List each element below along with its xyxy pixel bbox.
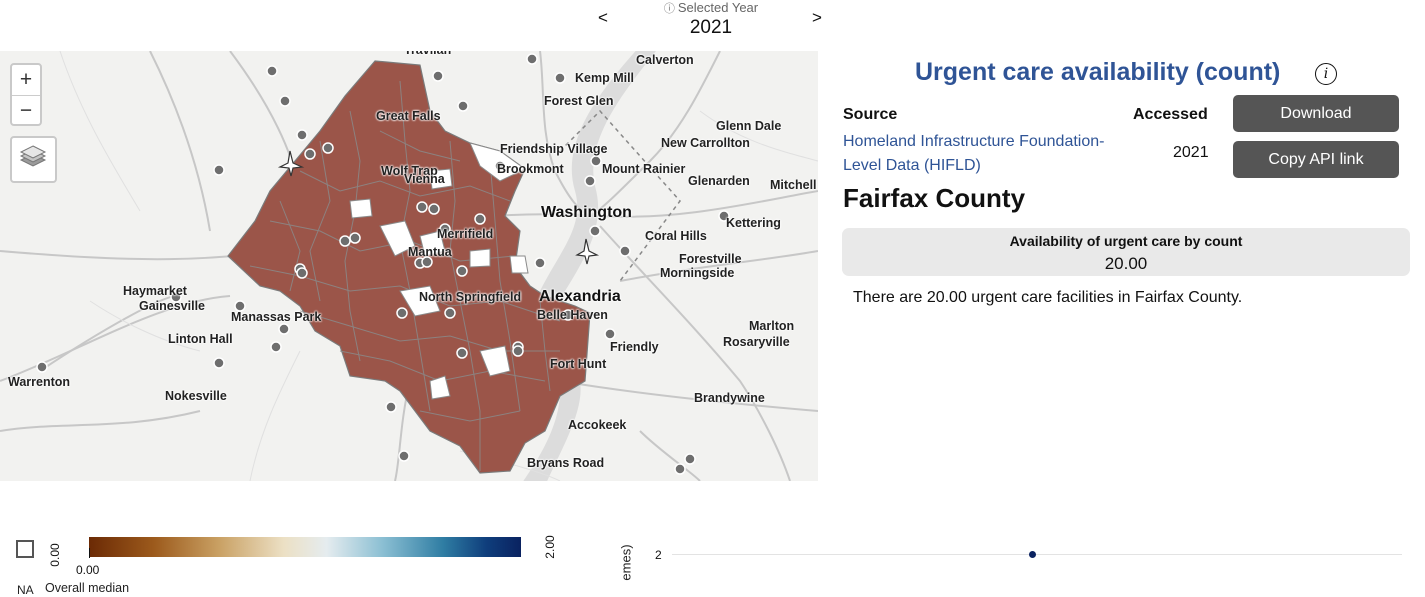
county-name: Fairfax County [843,183,1026,213]
place-label: Glenarden [688,174,750,188]
place-label: Gainesville [139,299,206,313]
summary-text: There are 20.00 urgent care facilities i… [853,289,1243,306]
place-label: Merrifield [437,227,494,241]
map[interactable]: Travilah Calverton Kemp Mill Great Falls… [0,51,818,481]
place-label: Forest Glen [544,94,614,108]
na-label: NA [17,583,34,597]
legend-median-value: 0.00 [76,563,100,577]
zoom-out-button[interactable]: − [19,99,33,122]
place-label: Warrenton [8,375,71,389]
place-label: Glenn Dale [716,119,782,133]
place-label: Travilah [404,51,451,57]
legend-median-label: Overall median [45,581,130,595]
metric-value: 20.00 [1104,254,1148,273]
place-label: Mitchell [770,178,817,192]
place-label: Haymarket [123,284,187,298]
place-label: Accokeek [568,418,627,432]
page-title: Urgent care availability (count) [915,58,1281,86]
place-label: Vienna [404,172,445,186]
selected-year: 2021 [689,17,733,38]
median-marker [89,548,90,558]
place-label: Nokesville [165,389,227,403]
previous-year-button[interactable]: < [598,8,608,27]
place-label: Alexandria [539,288,621,305]
place-label: Coral Hills [645,229,707,243]
chart-gridline [672,554,1402,555]
place-label: Manassas Park [231,310,322,324]
legend-max-label: 2.00 [543,535,557,559]
info-icon: ⓘ [663,3,675,15]
copy-api-link-button[interactable]: Copy API link [1233,141,1399,178]
map-basemap [0,51,818,481]
place-label: Morningside [660,266,735,280]
place-label: Kettering [726,216,781,230]
zoom-control: + − [10,63,42,126]
place-label: Belle Haven [537,308,608,322]
place-label: Friendly [610,340,659,354]
year-selector: < ⓘ Selected Year 2021 > [596,0,826,40]
accessed-header: Accessed [1133,106,1208,123]
zoom-in-button[interactable]: + [12,65,40,96]
place-label: Calverton [636,53,694,67]
place-label: Friendship Village [500,142,608,156]
metric-label: Availability of urgent care by count [1009,233,1243,249]
place-label: New Carrollton [661,136,750,150]
chart-point[interactable] [1029,551,1036,558]
na-checkbox[interactable] [16,540,34,558]
airplane-icon [277,150,600,265]
place-label: Great Falls [376,109,441,123]
layers-icon [19,145,47,167]
chart-tick-label: 2 [655,548,662,562]
place-label: North Springfield [419,290,522,304]
next-year-button[interactable]: > [812,8,822,27]
info-icon[interactable]: i [1315,63,1337,85]
place-label: Kemp Mill [575,71,635,85]
place-label: Wolf Trap [381,164,438,178]
source-header: Source [843,106,898,123]
place-label: Mount Rainier [602,162,686,176]
place-label: Washington [541,204,632,221]
place-label: Rosaryville [723,335,790,349]
legend-min-label: 0.00 [48,543,62,567]
place-label: Mantua [408,245,452,259]
year-caption: ⓘ Selected Year [596,0,826,16]
year-caption-text: Selected Year [677,0,759,15]
place-label: Brookmont [497,162,564,176]
place-label: Brandywine [694,391,765,405]
place-label: Marlton [749,319,795,333]
color-scale-bar [89,537,521,557]
place-label: Forestville [679,252,742,266]
accessed-year: 2021 [1173,144,1209,161]
place-label: Linton Hall [168,332,233,346]
layers-button[interactable] [10,136,57,183]
metric-card: Availability of urgent care by count 20.… [842,228,1410,276]
source-link[interactable]: Homeland Infrastructure Foundation-Level… [843,133,1105,174]
place-label: Bryans Road [527,456,605,470]
chart-y-axis-label: emes) [618,544,634,581]
place-label: Fort Hunt [550,357,607,371]
download-button[interactable]: Download [1233,95,1399,132]
